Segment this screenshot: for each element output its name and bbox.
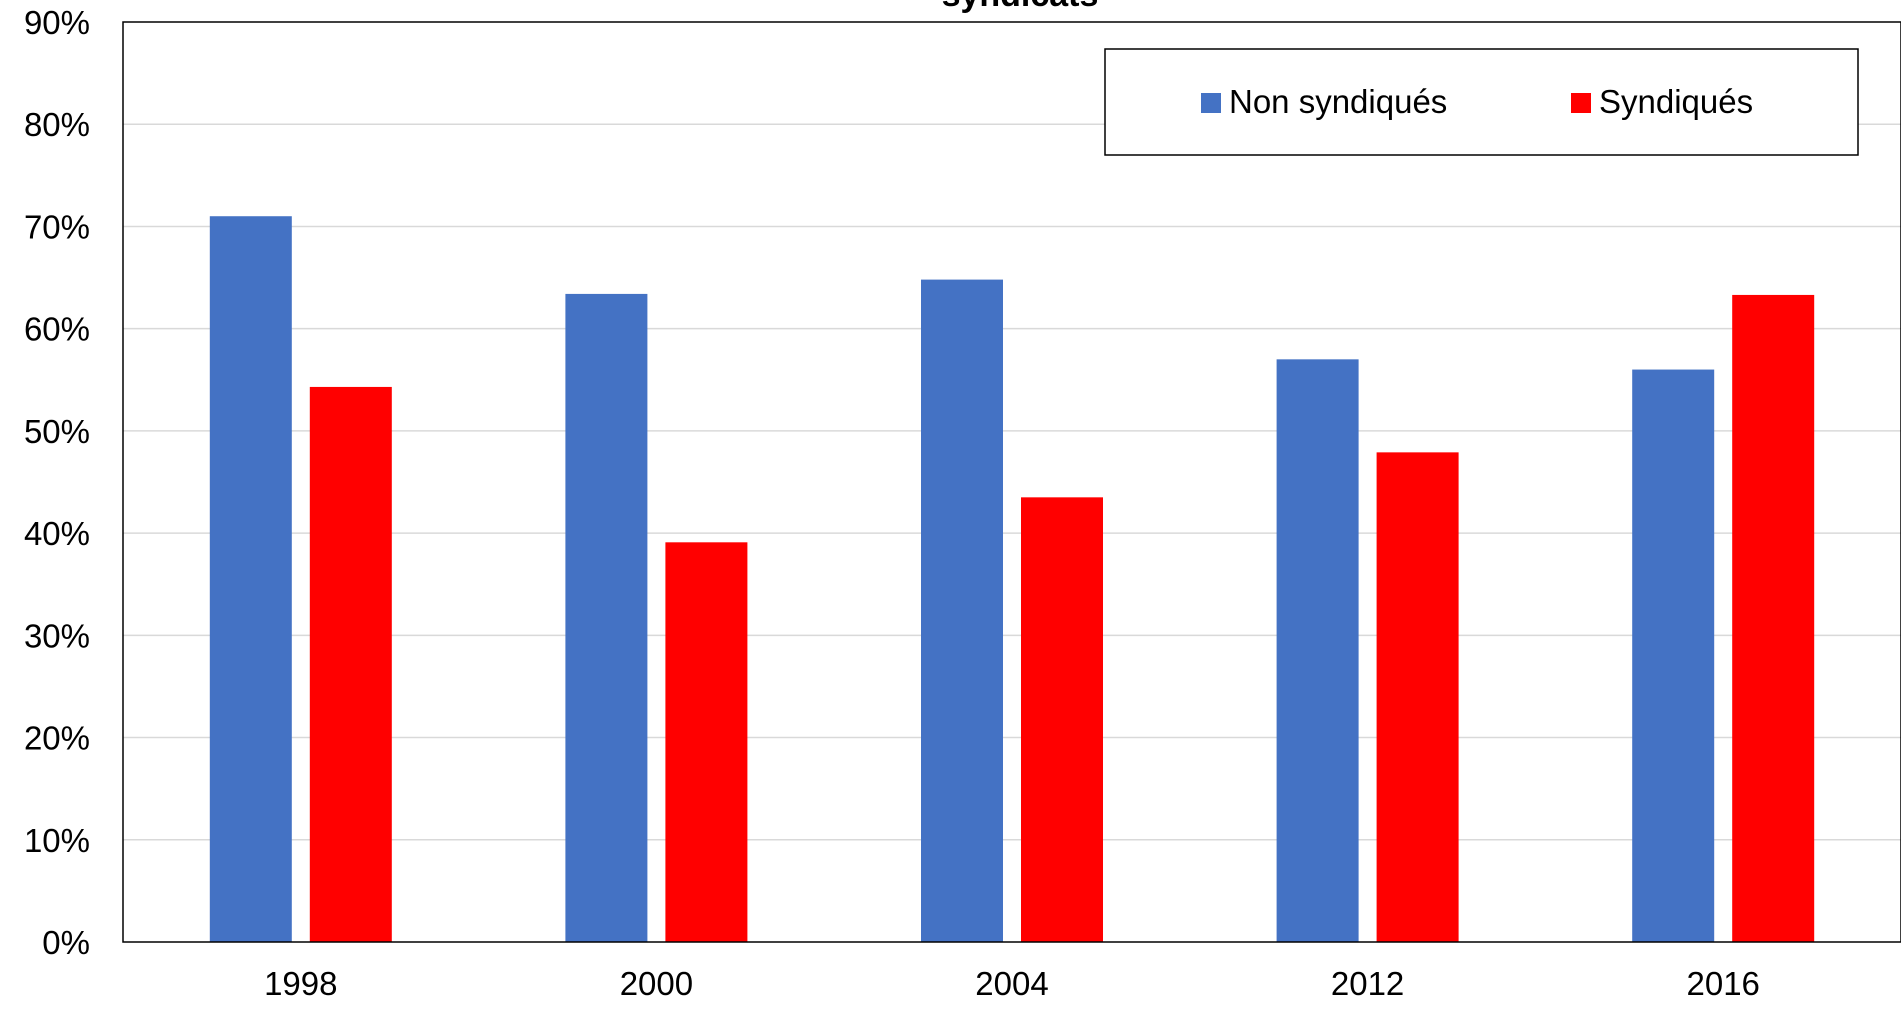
- bar-syndiques-1998: [309, 386, 392, 942]
- bar-syndiques-2000: [665, 542, 748, 942]
- y-tick-label: 20%: [24, 720, 90, 757]
- y-tick-label: 80%: [24, 106, 90, 143]
- bars: [209, 216, 1815, 943]
- y-tick-labels: 0% 10% 20% 30% 40% 50% 60% 70% 80% 90%: [24, 4, 90, 961]
- y-tick-label: 0%: [42, 924, 90, 961]
- plot-frame: [122, 21, 1901, 943]
- x-tick-label: 1998: [264, 965, 337, 1002]
- legend-swatch-syndiques: [1571, 93, 1591, 113]
- legend-label-non-syndiques: Non syndiqués: [1229, 83, 1447, 120]
- x-tick-label: 2012: [1331, 965, 1404, 1002]
- y-tick-label: 70%: [24, 208, 90, 245]
- bar-non-syndiques-2016: [1632, 369, 1715, 942]
- bar-non-syndiques-2000: [565, 293, 648, 942]
- legend-box: [1104, 48, 1859, 156]
- gridlines: [123, 123, 1901, 841]
- bar-syndiques-2012: [1376, 452, 1459, 942]
- bar-non-syndiques-1998: [209, 216, 292, 942]
- bar-non-syndiques-2004: [921, 279, 1003, 943]
- x-tick-label: 2016: [1686, 965, 1759, 1002]
- x-tick-label: 2000: [620, 965, 693, 1002]
- chart-title: syndicats: [942, 0, 1099, 14]
- y-tick-label: 90%: [24, 4, 90, 41]
- bar-syndiques-2004: [1021, 497, 1103, 942]
- y-tick-label: 60%: [24, 311, 90, 348]
- bar-syndiques-2016: [1732, 294, 1815, 942]
- x-tick-labels: 1998 2000 2004 2012 2016: [264, 965, 1760, 1002]
- y-tick-label: 50%: [24, 413, 90, 450]
- x-tick-label: 2004: [975, 965, 1048, 1002]
- bar-non-syndiques-2012: [1276, 359, 1359, 942]
- legend-swatch-non-syndiques: [1201, 93, 1221, 113]
- y-tick-label: 40%: [24, 515, 90, 552]
- y-tick-label: 10%: [24, 822, 90, 859]
- legend-label-syndiques: Syndiqués: [1599, 83, 1753, 120]
- legend: Non syndiqués Syndiqués: [1104, 48, 1859, 156]
- y-tick-label: 30%: [24, 617, 90, 654]
